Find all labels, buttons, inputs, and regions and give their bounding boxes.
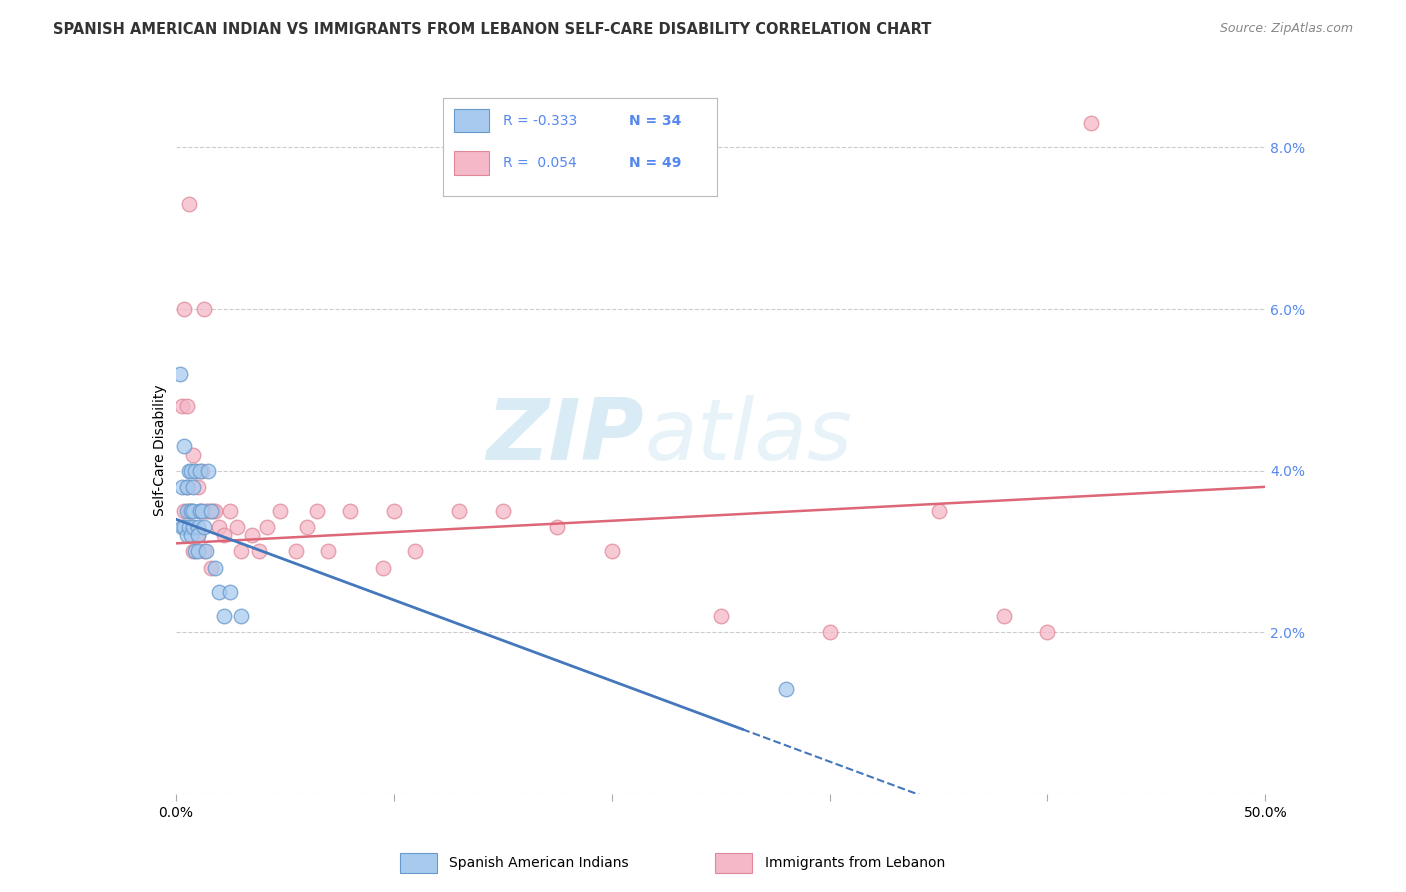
Point (181, 520, 204, 534)
Point (447, 504, 470, 518)
Point (212, 528, 235, 542)
Point (180, 528, 202, 542)
Text: R =  0.054: R = 0.054 (503, 156, 576, 169)
Point (181, 448, 204, 462)
Point (173, 504, 195, 518)
Text: N = 34: N = 34 (630, 113, 682, 128)
Point (256, 520, 278, 534)
Point (269, 504, 291, 518)
Point (710, 609, 733, 624)
Point (172, 520, 194, 534)
Text: ZIP: ZIP (486, 395, 644, 478)
Point (200, 560, 222, 574)
Text: atlas: atlas (644, 395, 852, 478)
Point (492, 504, 515, 518)
Point (193, 301, 215, 316)
Point (204, 560, 226, 574)
Point (195, 544, 218, 558)
Point (173, 520, 195, 534)
Point (200, 504, 222, 518)
Point (212, 609, 235, 624)
Point (176, 480, 198, 494)
Point (172, 399, 194, 413)
Point (188, 464, 211, 478)
Point (176, 528, 198, 542)
Point (181, 504, 204, 518)
Point (184, 464, 207, 478)
Point (225, 520, 247, 534)
Point (775, 681, 797, 696)
Point (180, 504, 202, 518)
Point (231, 609, 253, 624)
Point (193, 520, 215, 534)
Point (201, 504, 224, 518)
Point (195, 504, 218, 518)
Point (186, 528, 209, 542)
Point (177, 520, 200, 534)
Point (546, 520, 568, 534)
Bar (454, 109, 489, 132)
Point (169, 367, 191, 381)
Y-axis label: Self-Care Disability: Self-Care Disability (153, 384, 167, 516)
Point (295, 520, 318, 534)
Point (231, 544, 253, 558)
Point (177, 464, 200, 478)
Point (318, 544, 340, 558)
Point (208, 520, 231, 534)
Point (219, 504, 242, 518)
Point (204, 504, 226, 518)
Point (371, 560, 394, 574)
Point (173, 301, 195, 316)
Point (818, 625, 841, 640)
Point (181, 480, 204, 494)
Point (382, 504, 405, 518)
Point (193, 544, 215, 558)
Bar (454, 151, 489, 175)
Point (176, 480, 198, 494)
Point (186, 528, 209, 542)
Bar (716, 853, 752, 873)
Point (184, 464, 207, 478)
Point (188, 504, 211, 518)
Point (186, 544, 209, 558)
Text: R = -0.333: R = -0.333 (503, 113, 578, 128)
Point (186, 520, 209, 534)
Point (1036, 625, 1059, 640)
Text: N = 49: N = 49 (630, 156, 682, 169)
Point (197, 464, 219, 478)
Text: SPANISH AMERICAN INDIAN VS IMMIGRANTS FROM LEBANON SELF-CARE DISABILITY CORRELAT: SPANISH AMERICAN INDIAN VS IMMIGRANTS FR… (53, 22, 932, 37)
Point (180, 464, 202, 478)
Point (247, 544, 270, 558)
Point (284, 544, 307, 558)
Point (240, 528, 263, 542)
Point (928, 504, 950, 518)
Point (176, 399, 198, 413)
Point (188, 504, 211, 518)
Point (173, 439, 195, 453)
Point (176, 504, 198, 518)
Point (172, 480, 194, 494)
Point (186, 480, 209, 494)
Point (339, 504, 361, 518)
Text: Immigrants from Lebanon: Immigrants from Lebanon (765, 856, 945, 870)
Point (993, 609, 1015, 624)
Point (177, 504, 200, 518)
Point (177, 197, 200, 211)
Bar (399, 853, 437, 873)
Point (180, 504, 202, 518)
Point (208, 585, 231, 599)
Point (219, 585, 242, 599)
Point (405, 544, 427, 558)
Text: Spanish American Indians: Spanish American Indians (450, 856, 628, 870)
Point (307, 504, 329, 518)
Text: Source: ZipAtlas.com: Source: ZipAtlas.com (1219, 22, 1353, 36)
Point (191, 504, 214, 518)
Point (181, 544, 204, 558)
Point (184, 544, 207, 558)
Point (1080, 116, 1102, 130)
Point (600, 544, 623, 558)
Point (191, 464, 214, 478)
Point (197, 504, 219, 518)
